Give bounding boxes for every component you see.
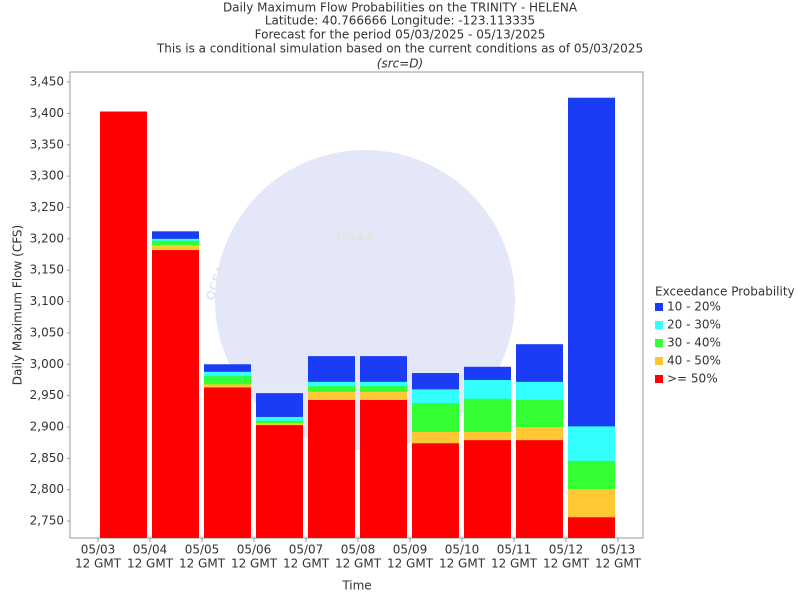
- x-tick-label: 05/11: [497, 543, 532, 557]
- legend-label: 30 - 40%: [667, 336, 721, 350]
- bar: [204, 387, 251, 538]
- legend-title: Exceedance Probability: [655, 285, 795, 299]
- legend-label: 10 - 20%: [667, 300, 721, 314]
- y-tick-label: 3,100: [30, 294, 64, 308]
- x-tick-time: 12 GMT: [439, 557, 486, 571]
- x-tick-label: 05/05: [185, 543, 220, 557]
- y-tick-label: 2,950: [30, 388, 64, 402]
- subtitle: Latitude: 40.766666 Longitude: -123.1133…: [265, 14, 535, 28]
- y-tick-label: 3,450: [30, 75, 64, 89]
- x-tick-label: 05/09: [393, 543, 428, 557]
- bar: [360, 400, 407, 538]
- bar: [152, 250, 199, 538]
- x-tick-time: 12 GMT: [179, 557, 226, 571]
- x-tick-time: 12 GMT: [283, 557, 330, 571]
- x-tick-label: 05/07: [289, 543, 324, 557]
- bar: [412, 443, 459, 538]
- x-tick-label: 05/10: [445, 543, 480, 557]
- y-tick-label: 3,350: [30, 137, 64, 151]
- y-axis-label: Daily Maximum Flow (CFS): [11, 225, 25, 385]
- bar: [568, 517, 615, 538]
- bar: [464, 440, 511, 538]
- bar: [256, 425, 303, 538]
- y-tick-label: 3,300: [30, 169, 64, 183]
- bar: [308, 400, 355, 538]
- chart-title: Daily Maximum Flow Probabilities on the …: [223, 1, 578, 15]
- x-tick-time: 12 GMT: [491, 557, 538, 571]
- x-tick-label: 05/04: [133, 543, 168, 557]
- x-tick-time: 12 GMT: [543, 557, 590, 571]
- bar: [100, 111, 147, 538]
- x-tick-time: 12 GMT: [75, 557, 122, 571]
- y-tick-label: 3,250: [30, 200, 64, 214]
- subtitle: Forecast for the period 05/03/2025 - 05/…: [255, 28, 546, 42]
- y-tick-label: 2,850: [30, 451, 64, 465]
- bar: [516, 440, 563, 538]
- y-tick-label: 2,800: [30, 482, 64, 496]
- y-tick-label: 3,200: [30, 231, 64, 245]
- x-axis-label: Time: [341, 579, 371, 593]
- legend-swatch: [655, 357, 663, 365]
- x-tick-time: 12 GMT: [595, 557, 642, 571]
- x-tick-time: 12 GMT: [387, 557, 434, 571]
- y-tick-label: 3,000: [30, 357, 64, 371]
- y-tick-label: 3,400: [30, 106, 64, 120]
- legend-swatch: [655, 321, 663, 329]
- x-tick-label: 05/08: [341, 543, 376, 557]
- y-tick-label: 3,050: [30, 325, 64, 339]
- x-tick-label: 05/06: [237, 543, 272, 557]
- x-tick-time: 12 GMT: [335, 557, 382, 571]
- x-tick-time: 12 GMT: [231, 557, 278, 571]
- y-tick-label: 2,750: [30, 514, 64, 528]
- x-tick-time: 12 GMT: [127, 557, 174, 571]
- legend-swatch: [655, 375, 663, 383]
- legend-swatch: [655, 303, 663, 311]
- y-tick-label: 3,150: [30, 263, 64, 277]
- watermark-logo: NOAA: [336, 231, 375, 245]
- subtitle: This is a conditional simulation based o…: [156, 42, 643, 56]
- x-tick-label: 05/13: [601, 543, 636, 557]
- legend-swatch: [655, 339, 663, 347]
- legend-label: 40 - 50%: [667, 354, 721, 368]
- source-note: (src=D): [377, 57, 423, 71]
- x-tick-label: 05/12: [549, 543, 584, 557]
- x-tick-label: 05/03: [81, 543, 116, 557]
- legend-label: >= 50%: [667, 372, 718, 386]
- y-tick-label: 2,900: [30, 419, 64, 433]
- legend-label: 20 - 30%: [667, 318, 721, 332]
